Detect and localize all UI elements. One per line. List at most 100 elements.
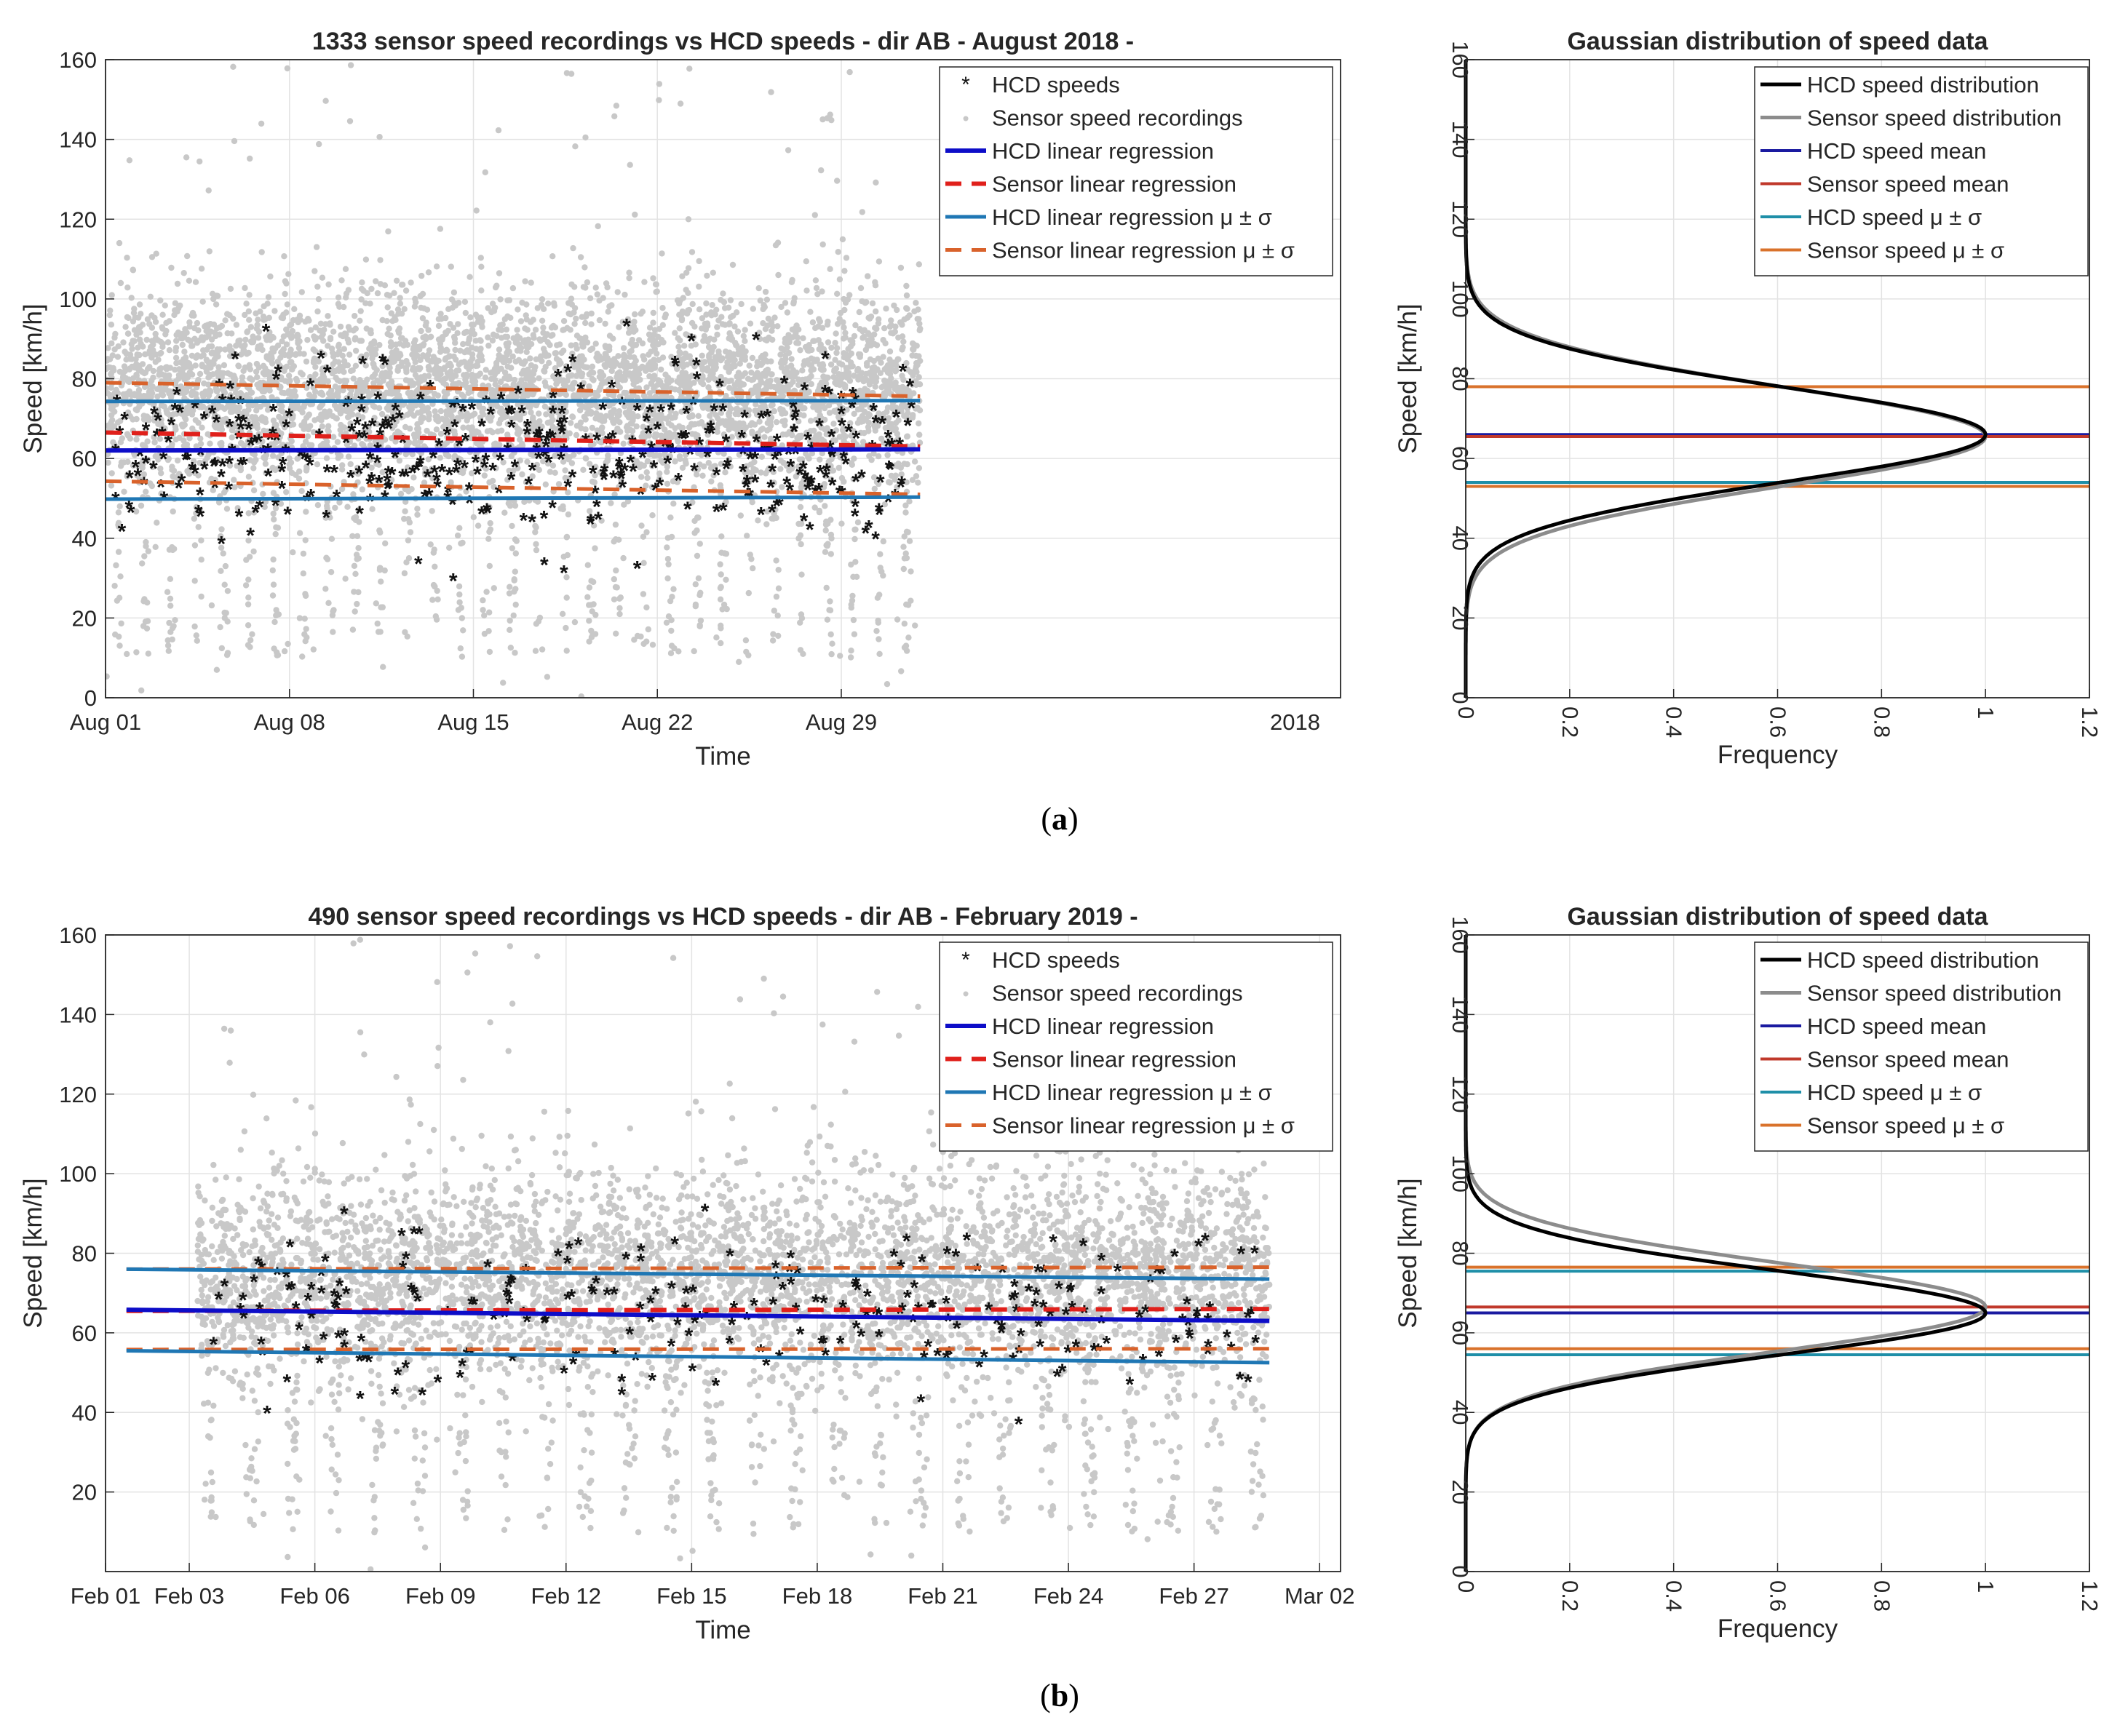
sensor-point [306, 317, 312, 324]
sensor-point [509, 545, 515, 552]
sensor-point [483, 367, 489, 373]
sensor-point [334, 351, 341, 358]
sensor-point [149, 383, 156, 390]
sensor-point [280, 346, 287, 353]
sensor-point [573, 423, 581, 429]
sensor-point [705, 460, 712, 466]
sensor-point [250, 509, 258, 516]
sensor-point [205, 323, 211, 330]
sensor-point [665, 561, 672, 568]
sensor-point [797, 347, 803, 354]
sensor-point [500, 680, 507, 686]
sensor-point [849, 592, 856, 600]
sensor-point [773, 557, 779, 564]
sensor-point [482, 374, 489, 381]
sensor-point [686, 65, 693, 72]
sensor-point [285, 640, 291, 648]
sensor-point [124, 314, 131, 321]
sensor-point [156, 436, 163, 442]
sensor-point [358, 338, 365, 344]
sensor-point [873, 308, 879, 315]
sensor-point [481, 612, 488, 619]
sensor-point [136, 301, 143, 308]
sensor-point [271, 516, 277, 523]
sensor-point [643, 429, 650, 437]
sensor-point [880, 354, 886, 360]
sensor-point [852, 322, 859, 329]
sensor-point [512, 650, 518, 656]
sensor-point [594, 291, 600, 298]
sensor-point [718, 461, 725, 467]
sensor-point [434, 437, 441, 444]
sensor-point [207, 440, 213, 447]
sensor-point [546, 406, 553, 413]
sensor-point [271, 618, 278, 626]
sensor-point [492, 440, 499, 447]
sensor-point [527, 355, 533, 362]
sensor-point [108, 470, 115, 477]
sensor-point [246, 292, 253, 298]
sensor-point [841, 306, 848, 314]
sensor-point [373, 421, 381, 428]
sensor-point [308, 442, 314, 450]
sensor-point [164, 339, 172, 346]
sensor-point [368, 330, 374, 337]
sensor-point [469, 427, 476, 434]
sensor-point [463, 371, 470, 378]
sensor-point [819, 116, 826, 123]
sensor-point [611, 576, 617, 583]
sensor-point [620, 554, 627, 562]
sensor-point [515, 427, 522, 434]
sensor-point [768, 89, 774, 95]
sensor-point [663, 619, 670, 626]
sensor-point [194, 340, 201, 346]
sensor-point [501, 359, 507, 366]
sensor-point [210, 371, 216, 378]
sensor-point [833, 345, 841, 351]
sensor-point [639, 340, 646, 347]
sensor-point [604, 284, 611, 291]
sensor-point [257, 308, 263, 315]
sensor-point [571, 305, 579, 311]
sensor-point [685, 290, 691, 296]
sensor-point [367, 300, 373, 307]
sensor-point [613, 103, 620, 109]
sensor-point [877, 551, 884, 557]
sensor-point [626, 324, 633, 331]
sensor-point [194, 637, 200, 644]
sensor-point [130, 462, 137, 469]
sensor-point [250, 487, 258, 494]
sensor-point [437, 407, 445, 415]
sensor-point [397, 490, 405, 497]
sensor-point [648, 484, 656, 490]
sensor-point [536, 375, 542, 382]
sensor-point [445, 327, 451, 334]
sensor-point [414, 506, 421, 512]
sensor-point [352, 313, 358, 319]
sensor-point [217, 624, 223, 631]
sensor-point [111, 334, 118, 341]
sensor-point [726, 321, 732, 327]
sensor-point [485, 305, 491, 311]
sensor-point [218, 568, 224, 574]
sensor-point [180, 270, 187, 276]
sensor-point [629, 433, 635, 440]
sensor-point [457, 347, 464, 354]
sensor-point [738, 356, 745, 362]
sensor-point [166, 318, 172, 324]
sensor-point [396, 457, 403, 464]
sensor-point [566, 430, 573, 437]
sensor-point [376, 390, 383, 397]
sensor-point [213, 666, 221, 673]
sensor-point [769, 327, 775, 334]
sensor-point [520, 338, 527, 345]
sensor-point [600, 295, 606, 301]
sensor-point [681, 432, 688, 439]
sensor-point [827, 266, 833, 272]
sensor-point [865, 331, 873, 338]
sensor-point [188, 312, 195, 319]
sensor-point [696, 592, 703, 599]
sensor-point [573, 431, 580, 439]
sensor-point [873, 179, 879, 186]
sensor-point [534, 305, 541, 311]
